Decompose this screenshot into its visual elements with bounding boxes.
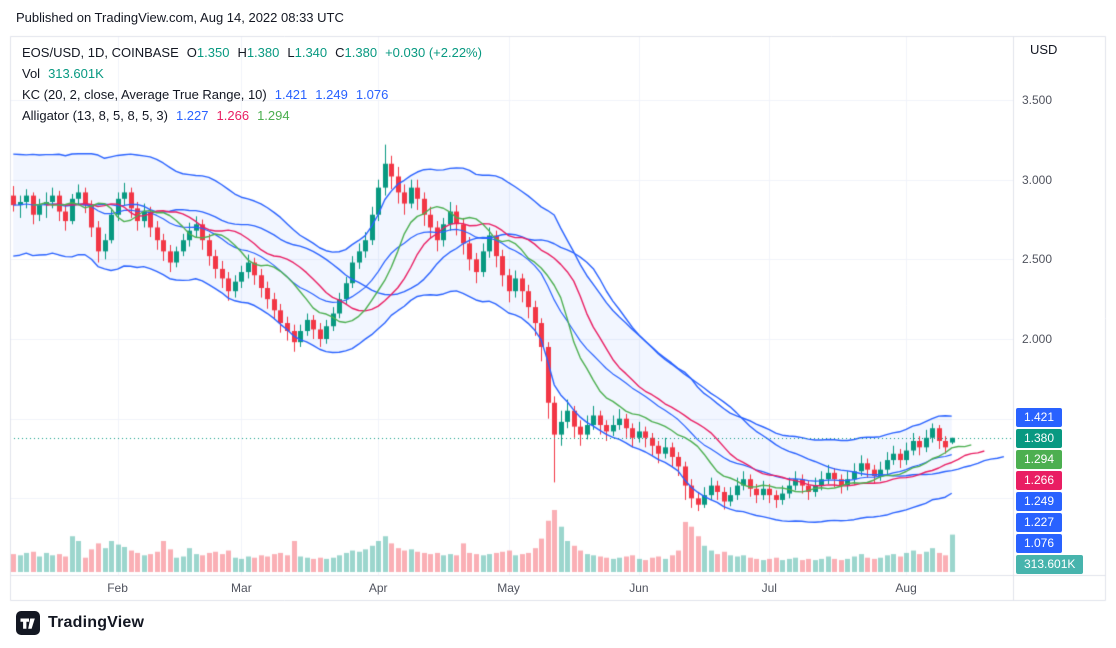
price-axis-label: 1.227	[1016, 512, 1063, 532]
kc-upper-value: 1.421	[274, 87, 308, 102]
time-tick-label: Jul	[761, 581, 777, 595]
legend-alligator-row[interactable]: Alligator (13, 8, 5, 8, 5, 3) 1.227 1.26…	[22, 105, 490, 126]
change-value: +0.030 (+2.22%)	[385, 45, 482, 60]
price-tick-label: 2.500	[1022, 252, 1053, 267]
tradingview-logo-icon	[16, 611, 40, 635]
ohlc-low: L1.340	[287, 45, 328, 60]
ohlc-high: H1.380	[237, 45, 280, 60]
price-tick-label: 3.500	[1022, 93, 1053, 107]
time-tick-label: Apr	[368, 581, 388, 595]
currency-label: USD	[1030, 42, 1058, 57]
kc-label: KC (20, 2, close, Average True Range, 10…	[22, 87, 267, 102]
time-tick-label: Feb	[107, 581, 128, 595]
price-axis-label: 1.380	[1016, 428, 1063, 448]
time-tick-label: May	[497, 581, 520, 595]
time-tick-label: Aug	[895, 581, 917, 595]
price-axis-label: 1.421	[1016, 407, 1063, 427]
legend: EOS/USD, 1D, COINBASE O1.350 H1.380 L1.3…	[22, 42, 490, 126]
kc-lower-value: 1.076	[355, 87, 389, 102]
alligator-teeth-value: 1.266	[216, 108, 250, 123]
price-axis-label: 1.266	[1016, 470, 1063, 490]
published-line: Published on TradingView.com, Aug 14, 20…	[16, 10, 344, 25]
legend-symbol-row[interactable]: EOS/USD, 1D, COINBASE O1.350 H1.380 L1.3…	[22, 42, 490, 63]
legend-volume-row[interactable]: Vol 313.601K	[22, 63, 490, 84]
price-axis-label: 1.249	[1016, 491, 1063, 511]
price-axis-label: 1.076	[1016, 533, 1063, 553]
price-axis-label: 1.294	[1016, 449, 1063, 469]
price-tick-label: 2.000	[1022, 332, 1053, 346]
time-tick-label: Jun	[629, 581, 649, 595]
footer-brand[interactable]: TradingView	[16, 611, 144, 635]
alligator-label: Alligator (13, 8, 5, 8, 5, 3)	[22, 108, 168, 123]
ohlc-close: C1.380	[335, 45, 378, 60]
symbol-title: EOS/USD, 1D, COINBASE	[22, 45, 179, 60]
legend-kc-row[interactable]: KC (20, 2, close, Average True Range, 10…	[22, 84, 490, 105]
kc-middle-value: 1.249	[315, 87, 348, 102]
brand-text: TradingView	[48, 614, 145, 631]
volume-label: Vol	[22, 66, 41, 81]
ohlc-open: O1.350	[186, 45, 230, 60]
time-tick-label: Mar	[231, 581, 252, 595]
alligator-lips-value: 1.294	[257, 108, 290, 123]
volume-value: 313.601K	[48, 66, 104, 81]
price-tick-label: 3.000	[1022, 172, 1053, 187]
price-axis-label: 313.601K	[1016, 554, 1084, 574]
alligator-jaw-value: 1.227	[175, 108, 209, 123]
